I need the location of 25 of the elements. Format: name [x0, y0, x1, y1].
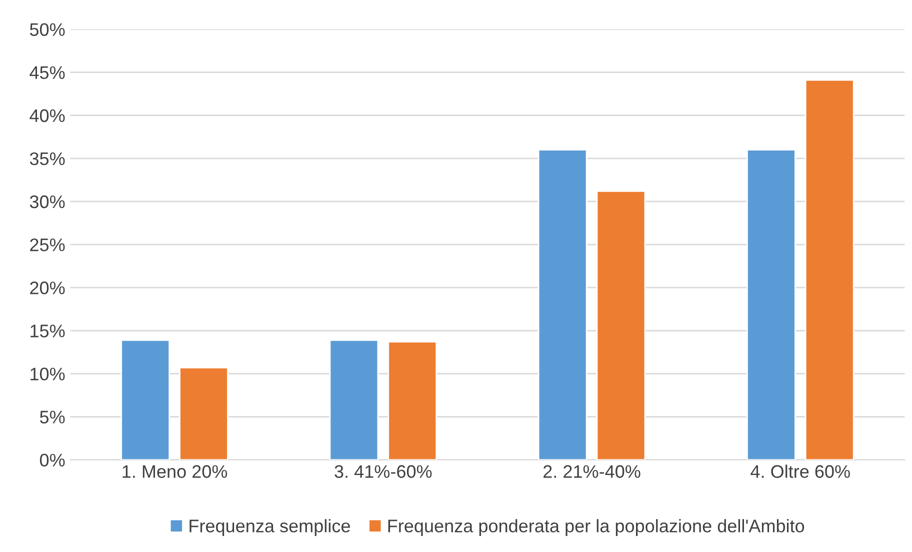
x-tick-label: 2. 21%-40%	[544, 465, 640, 478]
x-tick-label: 1. Meno 20%	[122, 465, 228, 478]
x-tick-label: 4. Oltre 60%	[750, 464, 850, 478]
y-tick-label: 15%	[30, 324, 65, 338]
y-tick-label: 25%	[30, 238, 65, 252]
y-tick-label: 5%	[40, 410, 65, 424]
legend-label: Frequenza semplice	[190, 519, 350, 536]
y-tick-label: 50%	[30, 23, 65, 36]
bar	[329, 339, 379, 460]
bar	[746, 149, 796, 460]
bar	[179, 366, 228, 460]
y-tick-label: 20%	[30, 282, 65, 294]
x-tick-label: 3. 41%-60%	[334, 465, 432, 478]
bar	[538, 149, 588, 460]
bar	[388, 341, 438, 460]
y-tick-label: 45%	[30, 66, 65, 80]
y-tick-label: 10%	[30, 368, 65, 380]
y-tick-label: 40%	[30, 109, 65, 122]
y-tick-label: 30%	[30, 195, 65, 208]
legend-label: Frequenza ponderata per la popolazione dell'Ambito	[388, 519, 804, 536]
bar	[120, 339, 170, 460]
bar	[596, 190, 646, 460]
y-tick-label: 35%	[30, 152, 65, 166]
bar	[804, 79, 854, 460]
y-tick-label: 0%	[40, 454, 65, 467]
